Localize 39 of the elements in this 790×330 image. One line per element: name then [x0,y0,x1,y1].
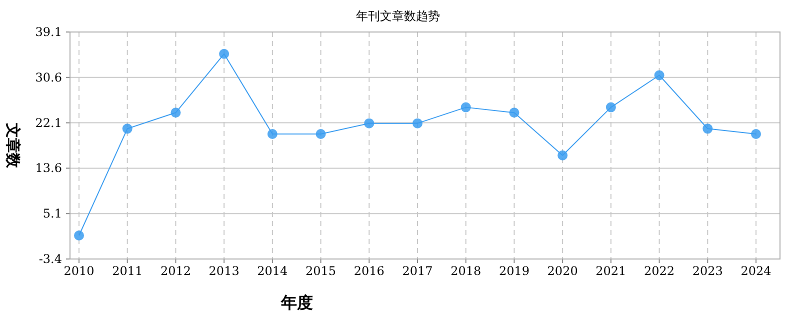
x-tick-label: 2010 [64,264,94,278]
chart-title: 年刊文章数趋势 [356,9,440,23]
y-tick-label: 5.1 [42,206,62,221]
point [606,102,616,112]
x-tick-label: 2013 [208,264,240,278]
point [170,108,181,118]
x-tick-label: 2017 [402,264,433,278]
point [558,150,568,160]
x-tick-label: 2015 [306,264,336,278]
y-tick-label: -3.4 [38,252,62,266]
point [412,118,422,128]
x-axis-title: 年度 [280,293,313,312]
point [316,129,326,140]
y-tick-label: 13.6 [35,161,62,176]
point [267,129,278,140]
x-tick-label: 2018 [450,264,482,278]
x-tick-label: 2016 [354,264,384,278]
x-tick-label: 2019 [498,264,530,278]
y-axis-title: 文章数 [4,122,22,169]
point [751,129,761,140]
x-tick-label: 2011 [112,264,143,278]
point [509,108,520,118]
point [364,118,374,128]
y-tick-label: 39.1 [35,25,62,39]
x-tick-label: 2014 [257,264,288,278]
y-tick-label: 30.6 [35,70,62,84]
x-tick-label: 2022 [644,264,675,278]
x-tick-label: 2021 [596,264,626,278]
point [460,102,471,112]
x-tick-label: 2020 [547,264,578,278]
point [122,124,132,134]
x-tick-label: 2023 [692,264,723,278]
y-tick-label: 22.1 [35,116,62,130]
x-tick-label: 2012 [160,264,191,278]
point [702,124,713,134]
point [74,230,84,240]
point [654,70,664,80]
point [219,48,230,59]
x-tick-label: 2024 [740,264,772,278]
